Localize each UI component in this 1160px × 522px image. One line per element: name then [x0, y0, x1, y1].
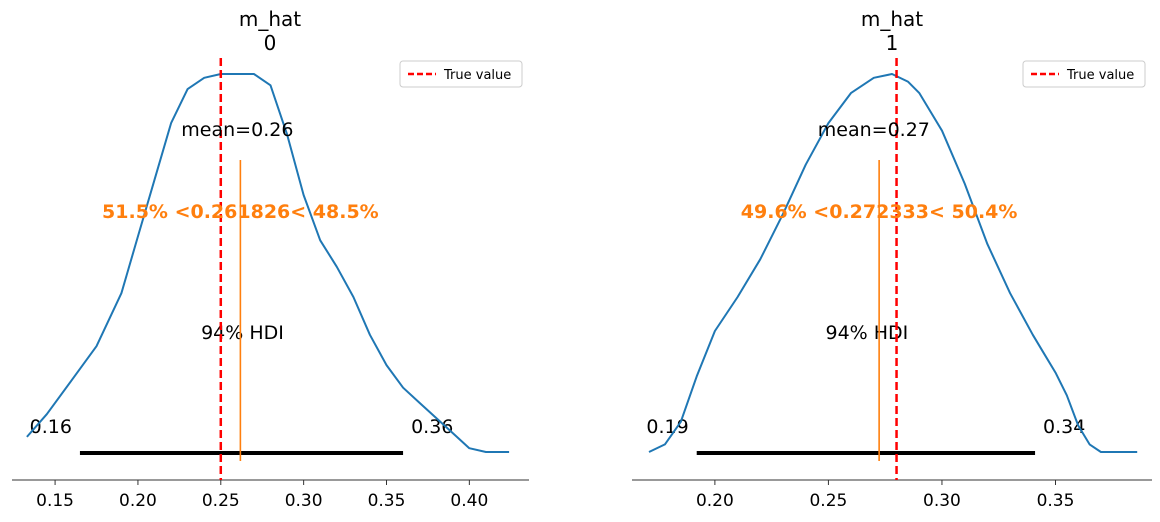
x-tick-label: 0.20	[119, 491, 157, 511]
x-tick-label: 0.15	[36, 491, 74, 511]
legend: True value	[1022, 60, 1146, 88]
mean-label: mean=0.27	[818, 119, 930, 141]
x-tick-label: 0.20	[696, 491, 734, 511]
legend: True value	[399, 60, 523, 88]
legend-frame	[399, 60, 523, 88]
x-tick-label: 0.35	[1037, 491, 1075, 511]
panel-title-line-1: m_hat	[239, 7, 301, 31]
hdi-prob-label: 94% HDI	[201, 322, 284, 344]
mean-label: mean=0.26	[181, 119, 293, 141]
hdi-high-label: 0.36	[411, 416, 453, 438]
density-curve	[26, 73, 510, 453]
panel-title-line-2: 1	[886, 31, 899, 55]
panel-title-line-2: 0	[264, 31, 277, 55]
x-tick-label: 0.25	[202, 491, 240, 511]
legend-frame	[1022, 60, 1146, 88]
legend-label: True value	[1066, 68, 1134, 83]
panel-title-line-1: m_hat	[861, 7, 923, 31]
x-tick-label: 0.30	[923, 491, 961, 511]
density-curve	[648, 73, 1138, 453]
x-tick-label: 0.25	[809, 491, 847, 511]
ref-percent-label: 51.5% <0.261826< 48.5%	[102, 201, 379, 223]
x-tick-label: 0.35	[368, 491, 406, 511]
ref-percent-label: 49.6% <0.272333< 50.4%	[741, 201, 1018, 223]
legend-label: True value	[443, 68, 511, 83]
x-tick-label: 0.40	[450, 491, 488, 511]
hdi-high-label: 0.34	[1043, 416, 1085, 438]
x-tick-label: 0.30	[285, 491, 323, 511]
hdi-low-label: 0.19	[646, 416, 688, 438]
hdi-prob-label: 94% HDI	[825, 322, 908, 344]
